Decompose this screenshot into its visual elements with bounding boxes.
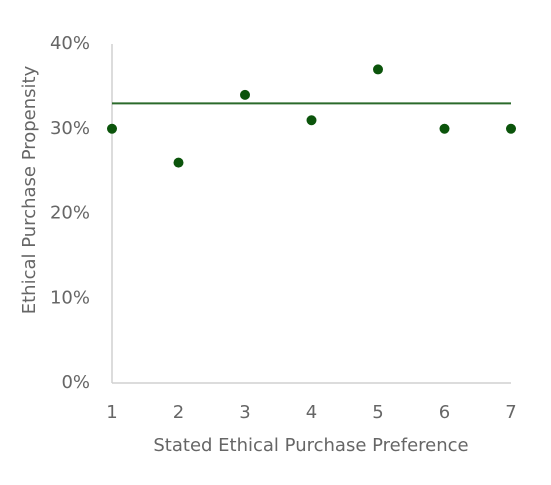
x-axis-title: Stated Ethical Purchase Preference [153, 435, 468, 456]
y-axis-title: Ethical Purchase Propensity [19, 65, 40, 314]
y-tick-label: 30% [50, 118, 90, 139]
data-point [306, 115, 317, 126]
x-tick-label: 7 [505, 402, 516, 423]
x-tick-label: 3 [239, 402, 250, 423]
data-point [373, 64, 383, 75]
data-point [506, 123, 516, 134]
y-tick-label: 40% [50, 33, 90, 54]
y-tick-label: 10% [50, 287, 90, 308]
x-tick-label: 4 [306, 402, 317, 423]
y-tick-label: 0% [61, 372, 90, 393]
y-tick-label: 20% [50, 203, 90, 224]
x-tick-label: 2 [173, 402, 184, 423]
data-point [439, 123, 450, 134]
data-point [107, 123, 117, 134]
x-tick-label: 6 [439, 402, 450, 423]
x-tick-label: 5 [372, 402, 383, 423]
x-tick-label: 1 [106, 402, 117, 423]
data-point [240, 89, 250, 100]
data-point [173, 157, 184, 168]
